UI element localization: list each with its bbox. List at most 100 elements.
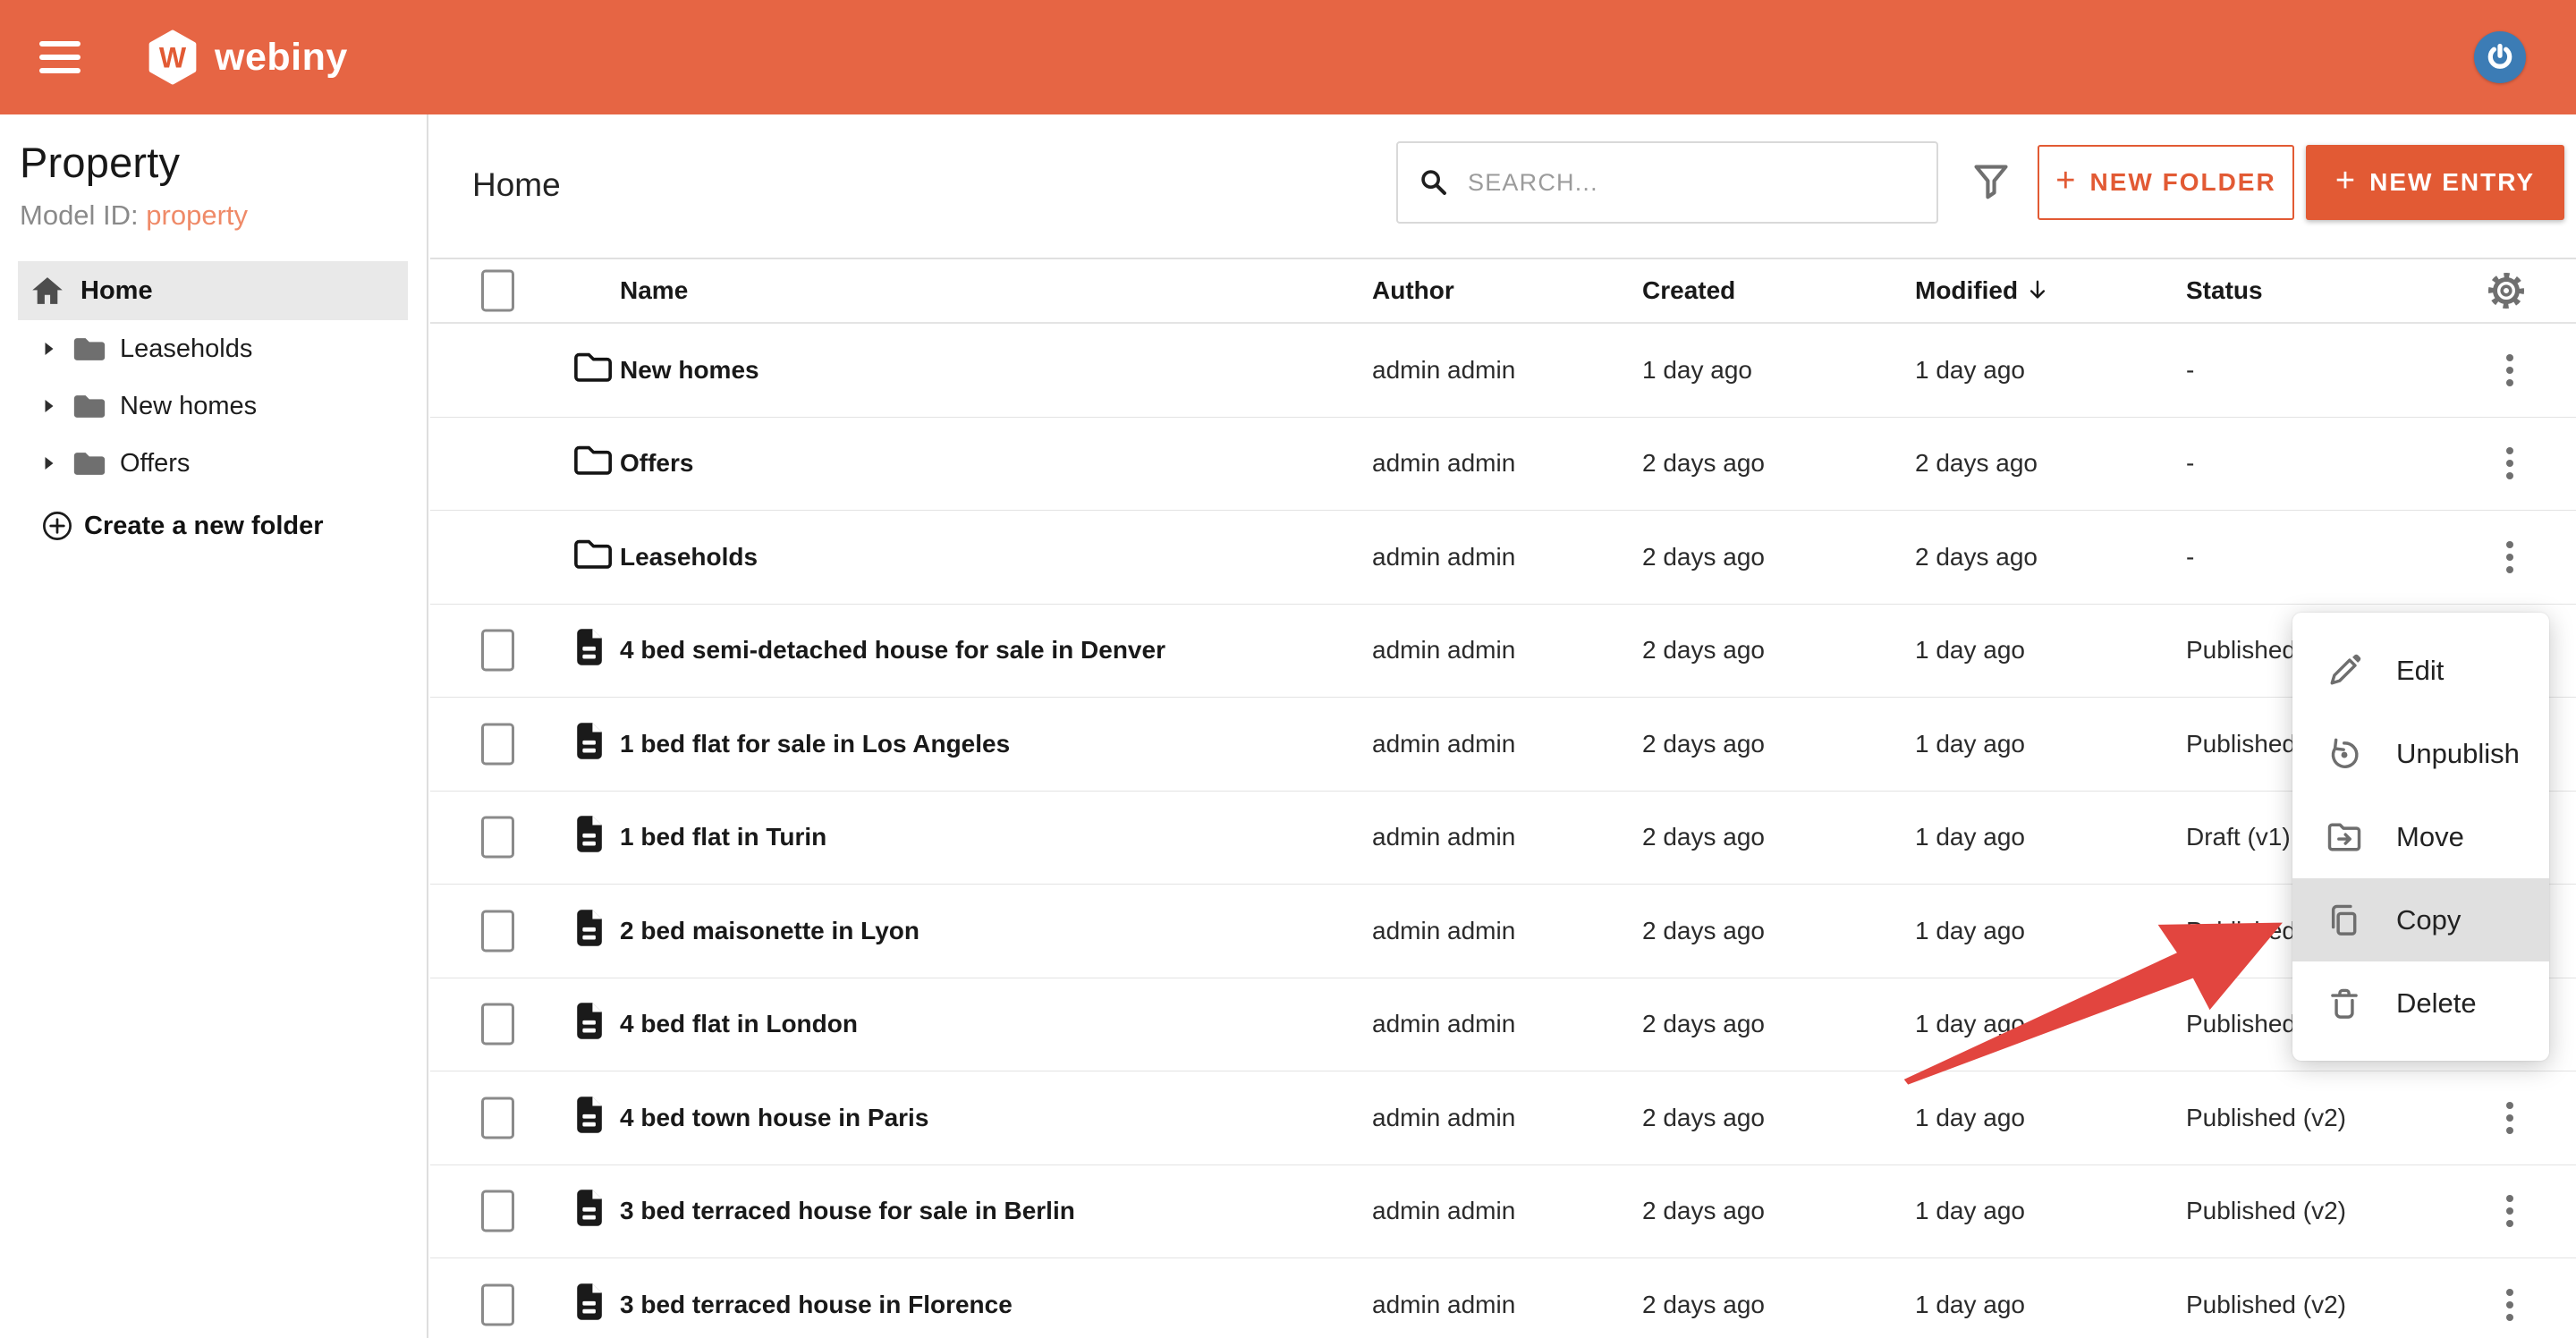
row-created: 1 day ago (1642, 355, 1752, 384)
content-header: Home + NEW FOLDER + NEW ENTRY (430, 114, 2576, 259)
kebab-menu-icon[interactable] (2491, 440, 2529, 487)
row-checkbox[interactable] (481, 910, 514, 953)
folder-tree: Leaseholds New homes Offers (0, 320, 427, 492)
plus-icon: + (2055, 161, 2078, 199)
row-created: 2 days ago (1642, 449, 1765, 478)
row-author: admin admin (1372, 1103, 1516, 1131)
kebab-menu-icon[interactable] (2491, 347, 2529, 394)
sidebar-folder-new-homes[interactable]: New homes (0, 377, 427, 435)
row-checkbox[interactable] (481, 816, 514, 859)
header-modified-label: Modified (1915, 276, 2019, 304)
row-created: 2 days ago (1642, 729, 1765, 758)
row-modified: 2 days ago (1915, 542, 2038, 571)
edit-icon (2330, 654, 2361, 684)
table-row[interactable]: 3 bed terraced house for sale in Berlin … (430, 1164, 2576, 1258)
unpublish-icon (2331, 738, 2359, 768)
menu-item-unpublish[interactable]: Unpublish (2292, 712, 2549, 795)
new-folder-button[interactable]: + NEW FOLDER (2038, 145, 2294, 220)
row-modified: 1 day ago (1915, 1103, 2025, 1131)
menu-item-delete[interactable]: Delete (2292, 961, 2549, 1045)
sidebar-home-label: Home (80, 275, 153, 305)
document-icon (577, 816, 602, 852)
row-checkbox[interactable] (481, 1097, 514, 1139)
brand-wordmark: webiny (215, 35, 348, 79)
row-name: New homes (620, 355, 759, 384)
row-name: 2 bed maisonette in Lyon (620, 916, 920, 944)
table-row[interactable]: Offers admin admin 2 days ago 2 days ago… (430, 417, 2576, 511)
menu-item-copy[interactable]: Copy (2292, 878, 2549, 961)
new-entry-button[interactable]: + NEW ENTRY (2306, 145, 2564, 220)
table-row[interactable]: 4 bed flat in London admin admin 2 days … (430, 978, 2576, 1071)
gear-icon[interactable] (2485, 269, 2528, 312)
document-icon (577, 1003, 602, 1039)
user-avatar[interactable] (2474, 31, 2526, 83)
menu-icon[interactable] (39, 37, 80, 78)
row-created: 2 days ago (1642, 823, 1765, 851)
table-row[interactable]: 2 bed maisonette in Lyon admin admin 2 d… (430, 885, 2576, 978)
create-folder-label: Create a new folder (84, 511, 324, 540)
sidebar-item-home[interactable]: Home (18, 261, 408, 320)
row-checkbox[interactable] (481, 1003, 514, 1046)
row-created: 2 days ago (1642, 1010, 1765, 1038)
document-icon (577, 1283, 602, 1320)
kebab-menu-icon[interactable] (2491, 1282, 2529, 1328)
row-modified: 1 day ago (1915, 1197, 2025, 1225)
search-input[interactable] (1468, 168, 1920, 197)
row-modified: 1 day ago (1915, 823, 2025, 851)
row-name: 3 bed terraced house in Florence (620, 1290, 1013, 1318)
row-created: 2 days ago (1642, 1103, 1765, 1131)
folder-icon (73, 395, 106, 418)
row-status: Published (v2) (2186, 1290, 2346, 1318)
row-status: Published (2186, 916, 2296, 944)
kebab-menu-icon[interactable] (2491, 1095, 2529, 1141)
sidebar-folder-offers[interactable]: Offers (0, 435, 427, 492)
row-checkbox[interactable] (481, 1190, 514, 1232)
table-row[interactable]: 1 bed flat for sale in Los Angeles admin… (430, 698, 2576, 792)
header-created: Created (1642, 276, 1736, 304)
table-row[interactable]: Leaseholds admin admin 2 days ago 2 days… (430, 511, 2576, 605)
page-title: Home (472, 166, 561, 203)
row-status: Draft (v1) (2186, 823, 2291, 851)
caret-right-icon (45, 457, 54, 470)
row-checkbox[interactable] (481, 1283, 514, 1326)
select-all-checkbox[interactable] (481, 269, 514, 312)
menu-item-label: Unpublish (2396, 737, 2520, 769)
row-name: Leaseholds (620, 542, 758, 571)
table-body: New homes admin admin 1 day ago 1 day ag… (430, 324, 2576, 1338)
row-modified: 1 day ago (1915, 636, 2025, 665)
menu-item-edit[interactable]: Edit (2292, 629, 2549, 712)
kebab-menu-icon[interactable] (2491, 1188, 2529, 1234)
filter-icon[interactable] (1970, 162, 2012, 203)
header-name: Name (620, 276, 689, 304)
model-id-label: Model ID: (20, 199, 139, 231)
row-status: Published (2186, 729, 2296, 758)
sidebar-folder-leaseholds[interactable]: Leaseholds (0, 320, 427, 377)
kebab-menu-icon[interactable] (2491, 534, 2529, 580)
header-modified[interactable]: Modified (1915, 276, 2048, 305)
power-icon (2487, 43, 2512, 69)
context-menu: Edit Unpublish Move Copy (2292, 613, 2549, 1061)
row-checkbox[interactable] (481, 723, 514, 766)
row-name: Offers (620, 449, 694, 478)
row-checkbox[interactable] (481, 629, 514, 672)
folder-icon (574, 446, 612, 476)
table-row[interactable]: 3 bed terraced house in Florence admin a… (430, 1258, 2576, 1338)
model-title: Property (20, 139, 181, 186)
menu-item-move[interactable]: Move (2292, 795, 2549, 878)
caret-right-icon (45, 400, 54, 412)
row-status: - (2186, 542, 2195, 571)
table-row[interactable]: 1 bed flat in Turin admin admin 2 days a… (430, 791, 2576, 885)
table-row[interactable]: New homes admin admin 1 day ago 1 day ag… (430, 324, 2576, 418)
table-row[interactable]: 4 bed semi-detached house for sale in De… (430, 604, 2576, 698)
home-icon (32, 277, 63, 304)
document-icon (577, 629, 602, 665)
caret-right-icon (45, 343, 54, 355)
sort-desc-icon (2029, 280, 2046, 299)
table-row[interactable]: 4 bed town house in Paris admin admin 2 … (430, 1071, 2576, 1165)
search-box (1396, 141, 1938, 224)
row-created: 2 days ago (1642, 636, 1765, 665)
create-folder-button[interactable]: Create a new folder (0, 497, 427, 555)
document-icon (577, 1097, 602, 1133)
folder-icon (73, 453, 106, 475)
row-created: 2 days ago (1642, 916, 1765, 944)
